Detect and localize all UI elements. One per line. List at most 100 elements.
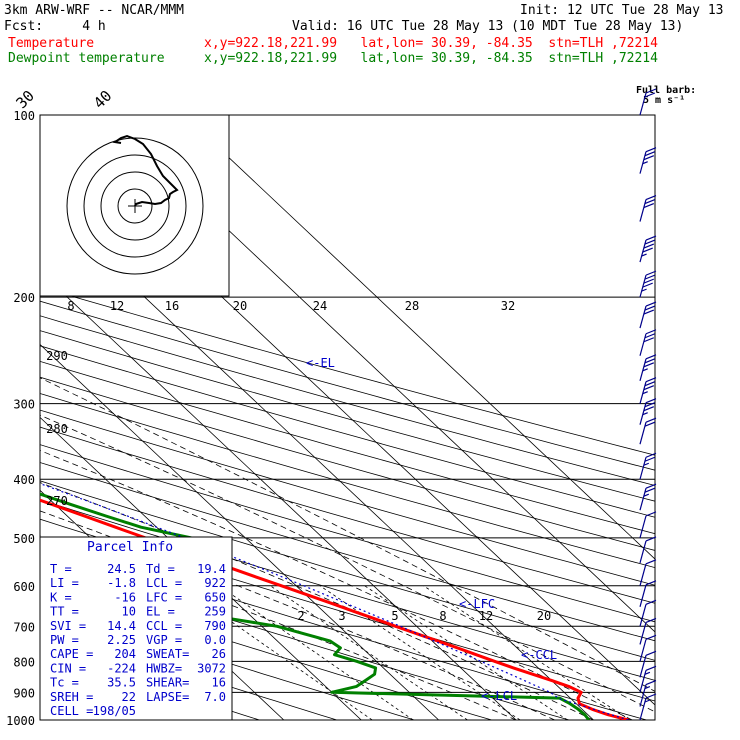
parcel-key: CCL = [146,619,182,633]
parcel-key: PW = [50,633,79,647]
level-marker: <-LCL [481,689,517,703]
pressure-tick-label: 200 [13,291,35,305]
wind-barb [639,377,657,404]
temperature-legend-info: x,y=922.18,221.99 lat,lon= 30.39, -84.35… [204,36,658,51]
parcel-value: -1.8 [107,576,136,590]
wind-barb [639,301,657,329]
pressure-tick-label: 800 [13,655,35,669]
wind-barb [639,693,657,721]
hodograph-ring-label: 8 [67,299,74,313]
wind-barb [639,147,657,174]
parcel-key: CELL = [50,704,93,718]
hodograph-ring-label: 16 [165,299,179,313]
hodograph-ring [83,154,187,258]
dry-adiabat [40,300,655,471]
parcel-value: 790 [204,619,226,633]
temperature-legend-label: Temperature [8,36,95,51]
dry-adiabat [40,286,655,456]
parcel-key: T = [50,562,72,576]
dewpoint-legend-info: x,y=922.18,221.99 lat,lon= 30.39, -84.35… [204,51,658,66]
parcel-key: EL = [146,605,175,619]
moist-adiabat [40,377,655,692]
wind-barb [639,270,657,298]
valid-time: Valid: 16 UTC Tue 28 May 13 (10 MDT Tue … [292,19,684,34]
parcel-value: 14.4 [107,619,136,633]
hodograph-ring [100,171,170,241]
parcel-value: 26 [212,647,226,661]
mixing-ratio-line [319,585,521,720]
parcel-value: 22 [122,690,136,704]
wind-barb [639,483,657,511]
parcel-value: 24.5 [107,562,136,576]
parcel-key: LAPSE= [146,690,189,704]
series-temperature [40,498,629,720]
dry-adiabat [40,480,655,661]
wind-barb [639,452,657,480]
parcel-value: 2.25 [107,633,136,647]
parcel-key: K = [50,590,72,604]
series-dewpoint-temperature [40,492,591,720]
wind-barb [639,580,657,607]
barb-legend-title: Full barb: [636,85,696,96]
hodograph-ring-label: 24 [313,299,327,313]
wind-barb [639,329,657,356]
wind-barb [639,665,657,693]
parcel-info-title: Parcel Info [87,540,173,555]
hodograph-ring-label: 32 [501,299,515,313]
wind-barb [639,417,657,445]
pressure-tick-label: 100 [13,109,35,123]
wind-barb [639,599,657,627]
parcel-value: 922 [204,576,226,590]
mixing-ratio-label: 12 [479,609,493,623]
parcel-value: -224 [107,661,136,675]
wind-barb [639,634,657,662]
temperature-tick-label: 40 [90,87,116,113]
wind-barb [639,536,657,564]
parcel-key: SREH = [50,690,93,704]
pressure-tick-label: 400 [13,473,35,487]
parcel-key: Tc = [50,676,79,690]
isotherm [183,115,655,560]
parcel-value: 3072 [197,661,226,675]
wind-barb [639,88,657,116]
hodograph-trace [112,134,179,207]
theta-label-left: 280 [46,422,68,436]
parcel-value: 10 [122,605,136,619]
mixing-ratio-line [218,585,414,720]
isotherm [40,343,439,720]
mixing-ratio-line [364,585,568,720]
dry-adiabat [40,345,655,518]
parcel-value: 259 [204,605,226,619]
pressure-tick-label: 700 [13,620,35,634]
parcel-value: 198/05 [93,704,136,718]
parcel-value: 650 [204,590,226,604]
parcel-key: Td = [146,562,175,576]
level-marker: <-EL [306,356,335,370]
wind-barb [639,650,657,678]
level-marker: <-CCL [521,648,557,662]
parcel-key: LFC = [146,590,182,604]
wind-barb [639,235,657,263]
dry-adiabat [40,315,655,486]
parcel-value: -16 [114,590,136,604]
parcel-key: VGP = [146,633,182,647]
parcel-info-box [39,536,233,721]
mixing-ratio-label: 8 [439,609,446,623]
mixing-ratio-label: 2 [297,609,304,623]
pressure-tick-label: 900 [13,686,35,700]
parcel-value: 7.0 [204,690,226,704]
parcel-value: 204 [114,647,136,661]
dry-adiabat [40,462,655,642]
moist-adiabat [40,414,655,713]
wind-barb [639,194,657,222]
hodograph-ring [117,188,153,224]
dry-adiabat [40,330,655,502]
dry-adiabat [40,426,655,604]
wind-barb [639,679,657,707]
pressure-tick-label: 300 [13,398,35,412]
pressure-tick-label: 600 [13,580,35,594]
parcel-key: SWEAT= [146,647,189,661]
parcel-key: HWBZ= [146,661,182,675]
dry-adiabat [40,409,655,586]
